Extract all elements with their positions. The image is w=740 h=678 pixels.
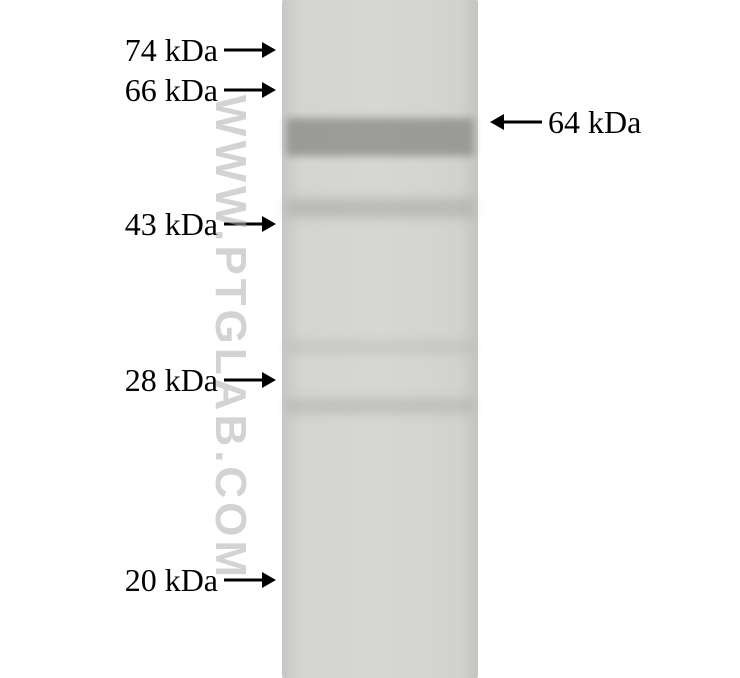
watermark-text: WWW.PTGLAB.COM — [205, 95, 255, 581]
target-label-text: 64 kDa — [548, 104, 641, 141]
arrow-right-icon — [224, 562, 276, 599]
gel-lane — [282, 0, 478, 678]
gel-band — [286, 340, 474, 354]
marker-label: 66 kDa — [125, 70, 276, 110]
target-band-label: 64 kDa — [490, 102, 641, 142]
marker-label-text: 20 kDa — [125, 562, 218, 599]
marker-label-text: 66 kDa — [125, 72, 218, 109]
arrow-left-icon — [490, 104, 542, 141]
marker-label-text: 74 kDa — [125, 32, 218, 69]
gel-band — [286, 198, 474, 218]
gel-band — [286, 398, 474, 414]
marker-label: 43 kDa — [125, 204, 276, 244]
arrow-right-icon — [224, 206, 276, 243]
marker-label: 28 kDa — [125, 360, 276, 400]
marker-label: 74 kDa — [125, 30, 276, 70]
gel-band — [286, 118, 474, 156]
marker-label-text: 43 kDa — [125, 206, 218, 243]
arrow-right-icon — [224, 72, 276, 109]
marker-label: 20 kDa — [125, 560, 276, 600]
marker-label-text: 28 kDa — [125, 362, 218, 399]
arrow-right-icon — [224, 32, 276, 69]
arrow-right-icon — [224, 362, 276, 399]
